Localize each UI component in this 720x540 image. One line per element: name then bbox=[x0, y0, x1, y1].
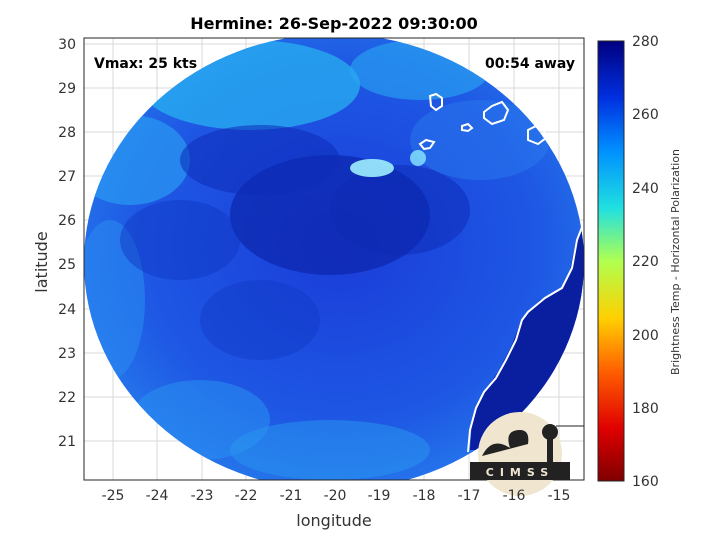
x-tick: -22 bbox=[235, 488, 258, 504]
y-tick: 21 bbox=[58, 434, 76, 450]
colorbar-label: Brightness Temp - Horizontal Polarizatio… bbox=[669, 149, 682, 375]
x-tick: -17 bbox=[458, 488, 481, 504]
colorbar-ticks: 160 180 200 220 240 260 280 bbox=[632, 34, 659, 490]
x-tick: -20 bbox=[324, 488, 347, 504]
logo-text: CIMSS bbox=[486, 466, 554, 479]
cimss-logo: CIMSS bbox=[470, 412, 584, 496]
plot-title: Hermine: 26-Sep-2022 09:30:00 bbox=[190, 14, 478, 33]
y-tick: 23 bbox=[58, 346, 76, 362]
x-tick: -23 bbox=[191, 488, 214, 504]
x-axis-label: longitude bbox=[296, 511, 372, 530]
x-tick: -24 bbox=[146, 488, 169, 504]
x-tick: -19 bbox=[368, 488, 391, 504]
x-tick: -21 bbox=[280, 488, 303, 504]
cbar-tick: 200 bbox=[632, 328, 659, 344]
colorbar bbox=[597, 40, 625, 482]
brightness-temp-swath bbox=[84, 38, 584, 480]
x-tick: -15 bbox=[548, 488, 571, 504]
cbar-tick: 240 bbox=[632, 181, 659, 197]
time-away-label: 00:54 away bbox=[485, 56, 575, 72]
vmax-label: Vmax: 25 kts bbox=[94, 56, 197, 72]
y-tick-labels: 21 22 23 24 25 26 27 28 29 30 bbox=[58, 37, 76, 450]
y-tick: 29 bbox=[58, 81, 76, 97]
x-tick: -16 bbox=[503, 488, 526, 504]
x-tick: -18 bbox=[413, 488, 436, 504]
y-axis-label: latitude bbox=[32, 231, 51, 293]
plot-frame bbox=[83, 37, 585, 481]
y-tick: 25 bbox=[58, 257, 76, 273]
cbar-tick: 280 bbox=[632, 34, 659, 50]
african-coastline bbox=[467, 221, 585, 453]
cbar-tick: 220 bbox=[632, 254, 659, 270]
y-tick: 27 bbox=[58, 169, 76, 185]
x-tick: -25 bbox=[102, 488, 125, 504]
x-tick-labels: -25 -24 -23 -22 -21 -20 -19 -18 -17 -16 … bbox=[102, 488, 571, 504]
y-tick: 26 bbox=[58, 213, 76, 229]
y-tick: 28 bbox=[58, 125, 76, 141]
y-tick: 22 bbox=[58, 390, 76, 406]
y-tick: 24 bbox=[58, 302, 76, 318]
cbar-tick: 180 bbox=[632, 401, 659, 417]
canary-islands-outline bbox=[418, 92, 548, 151]
cbar-tick: 160 bbox=[632, 474, 659, 490]
cbar-tick: 260 bbox=[632, 107, 659, 123]
y-tick: 30 bbox=[58, 37, 76, 53]
